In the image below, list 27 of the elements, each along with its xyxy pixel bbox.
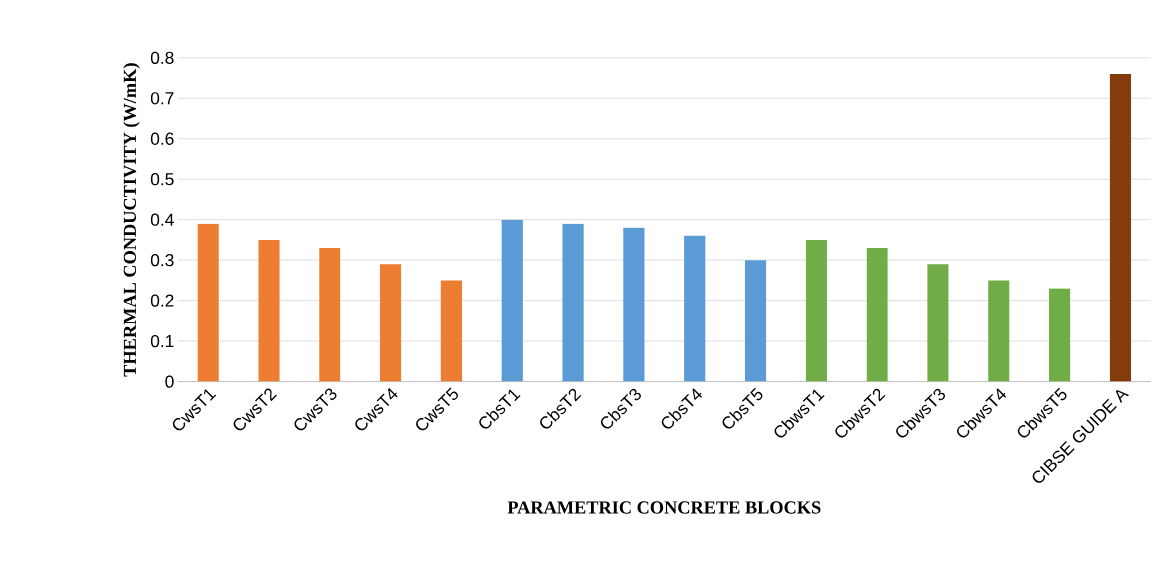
bar [988,280,1010,382]
bar [440,280,463,382]
y-tick-label: 0.7 [150,91,174,105]
y-tick-label: 0.4 [150,213,174,226]
x-axis-title: PARAMETRIC CONCRETE BLOCKS [507,501,821,514]
y-tick-label: 0.1 [150,334,174,347]
bar [197,223,219,382]
bar [684,235,706,382]
y-tick-label: 0 [165,375,174,388]
bar [319,247,341,382]
bar [744,259,767,382]
bar [258,239,280,382]
y-tick-label: 0.2 [150,294,174,307]
y-tick-label: 0.5 [150,172,174,186]
bar [1049,288,1071,382]
bar [501,219,523,382]
bar [380,263,402,382]
bar [1109,73,1132,382]
y-tick-label: 0.8 [150,51,174,64]
bar [927,263,949,382]
y-tick-label: 0.3 [150,253,174,267]
bar [623,227,645,382]
bar [866,247,888,382]
y-axis-title: THERMAL CONDUCTIVITY (W/mK) [123,63,140,377]
bar [562,223,584,382]
y-tick-label: 0.6 [150,132,174,145]
bar [805,239,827,382]
